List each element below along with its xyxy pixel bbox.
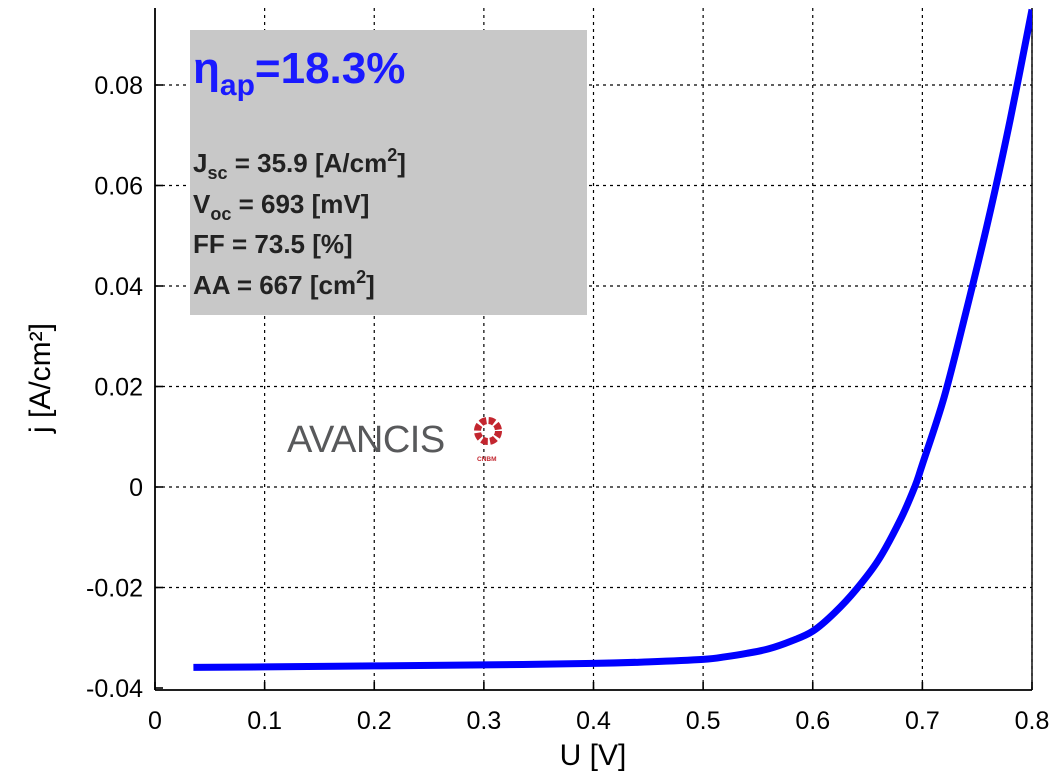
parameter-symbol: J — [193, 148, 207, 178]
parameter-row: Jsc = 35.9 [A/cm2] — [193, 145, 406, 183]
y-tick-label: 0.02 — [94, 374, 143, 402]
parameter-tail: ] — [397, 148, 406, 178]
parameter-superscript: 2 — [387, 145, 397, 165]
x-tick-label: 0.2 — [357, 707, 392, 735]
parameter-list: Jsc = 35.9 [A/cm2]Voc = 693 [mV]FF = 73.… — [193, 145, 406, 300]
parameter-value: = 667 [cm — [230, 270, 356, 300]
x-tick-label: 0.7 — [905, 707, 940, 735]
logo-wordmark: AVANCIS — [287, 419, 445, 461]
jv-curve — [193, 8, 1032, 671]
x-tick-label: 0.1 — [247, 707, 282, 735]
parameter-subscript: oc — [210, 204, 231, 224]
parameter-superscript: 2 — [356, 267, 366, 287]
parameter-symbol: AA — [193, 270, 231, 300]
efficiency-subscript: ap — [220, 69, 255, 102]
parameter-value: = 73.5 [%] — [225, 229, 353, 259]
y-tick-label: 0 — [129, 474, 143, 502]
x-tick-label: 0.5 — [686, 707, 721, 735]
parameter-symbol: V — [193, 189, 211, 219]
avancis-logo: AVANCIS CNBM — [287, 417, 502, 463]
x-tick-label: 0.8 — [1015, 707, 1050, 735]
parameter-row: Voc = 693 [mV] — [193, 189, 369, 224]
axes — [154, 8, 1033, 691]
parameter-value: = 693 [mV] — [231, 189, 369, 219]
y-tick-labels: -0.04 -0.02 0 0.02 0.04 0.06 0.08 — [86, 72, 143, 703]
y-tick-label: 0.08 — [94, 72, 143, 100]
parameter-subscript: sc — [207, 163, 227, 183]
x-axis-label: U [V] — [560, 739, 627, 772]
x-tick-label: 0.4 — [576, 707, 611, 735]
info-box: ηap=18.3% Jsc = 35.9 [A/cm2]Voc = 693 [m… — [190, 30, 587, 315]
parameter-row: AA = 667 [cm2] — [193, 267, 375, 300]
parameter-symbol: FF — [193, 229, 225, 259]
parameter-value: = 35.9 [A/cm — [228, 148, 388, 178]
y-axis-label: j [A/cm²] — [24, 323, 57, 434]
info-box-background — [190, 30, 587, 315]
y-tick-label: -0.02 — [86, 575, 143, 603]
y-tick-label: 0.04 — [94, 273, 143, 301]
logo-mark-icon — [474, 417, 502, 445]
efficiency-symbol: η — [193, 44, 220, 93]
x-tick-labels: 0 0.1 0.2 0.3 0.4 0.5 0.6 0.7 0.8 — [148, 707, 1049, 735]
series-layer — [193, 8, 1032, 671]
parameter-tail: ] — [366, 270, 375, 300]
parameter-row: FF = 73.5 [%] — [193, 229, 353, 259]
efficiency-label: ηap=18.3% — [193, 44, 405, 102]
y-tick-label: -0.04 — [86, 675, 143, 703]
x-tick-label: 0.6 — [795, 707, 830, 735]
efficiency-value: =18.3% — [255, 44, 405, 93]
x-tick-label: 0 — [148, 707, 162, 735]
x-tick-label: 0.3 — [466, 707, 501, 735]
y-tick-label: 0.06 — [94, 173, 143, 201]
logo-subtext: CNBM — [477, 456, 497, 463]
